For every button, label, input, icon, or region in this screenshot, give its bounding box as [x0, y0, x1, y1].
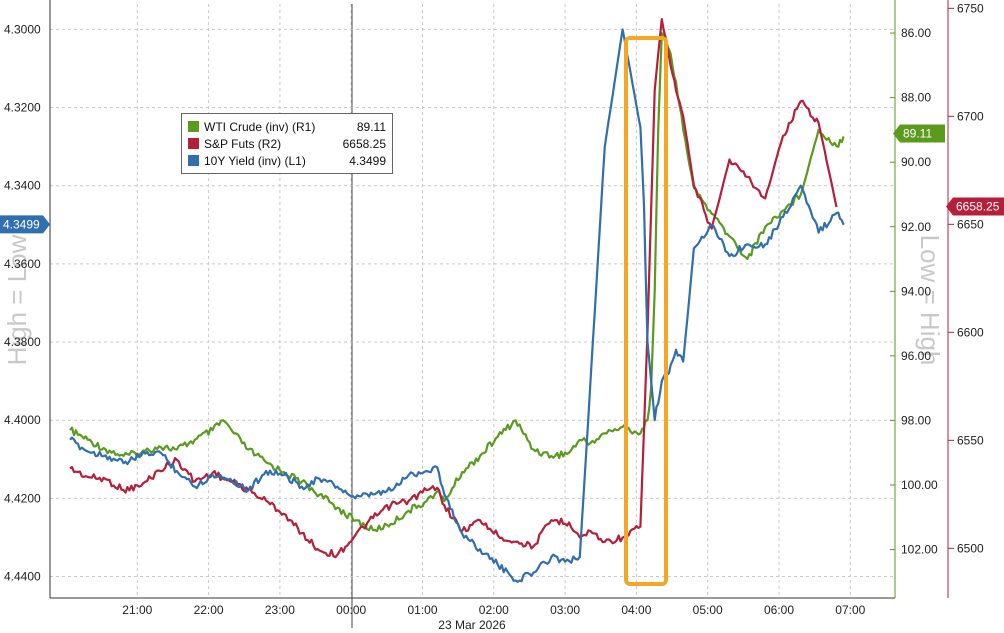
date-label: 23 Mar 2026: [438, 618, 506, 632]
right-1-tick-label: 92.00: [901, 220, 931, 234]
left-tick-label: 4.3200: [4, 101, 41, 115]
x-tick-label: 05:00: [693, 603, 723, 617]
legend-value-spx: 6658.25: [342, 136, 386, 151]
right-2-tick-label: 6750: [957, 1, 984, 15]
x-tick-label: 01:00: [407, 603, 437, 617]
left-tick-label: 4.3800: [4, 335, 41, 349]
right-1-tick-label: 98.00: [901, 413, 931, 427]
legend-value-wti: 89.11: [356, 119, 386, 134]
right-1-tick-label: 96.00: [901, 349, 931, 363]
left-value-badge-bg: [0, 215, 50, 234]
series-line-0: [69, 31, 845, 533]
left-tick-label: 4.4200: [4, 491, 41, 505]
legend-name-yield: 10Y Yield (inv) (L1): [204, 153, 306, 168]
legend-swatch-yield: [188, 155, 199, 166]
x-tick-label: 03:00: [550, 603, 580, 617]
x-tick-label: 00:00: [336, 603, 366, 617]
left-tick-label: 4.3400: [4, 179, 41, 193]
legend-swatch-wti: [188, 121, 199, 132]
right-1-tick-label: 90.00: [901, 155, 931, 169]
left-watermark: High = Low: [2, 234, 32, 365]
x-tick-label: 02:00: [479, 603, 509, 617]
legend-entry-wti: WTI Crude (inv) (R1) 89.11: [188, 118, 386, 135]
left-value-badge: 4.3499: [3, 217, 40, 231]
right-2-tick-label: 6500: [957, 541, 984, 555]
legend-value-yield: 4.3499: [349, 153, 386, 168]
left-tick-label: 4.4400: [4, 570, 41, 584]
legend-swatch-spx: [188, 138, 199, 149]
x-tick-label: 04:00: [621, 603, 651, 617]
legend-entry-spx: S&P Futs (R2) 6658.25: [188, 135, 386, 152]
right-2-tick-label: 6700: [957, 109, 984, 123]
spx-value-badge: 6658.25: [956, 200, 1000, 214]
spx-value-badge-bg: [946, 197, 1004, 216]
legend-name-wti: WTI Crude (inv) (R1): [204, 119, 316, 134]
series-layer: [69, 18, 845, 583]
right-2-tick-label: 6550: [957, 433, 984, 447]
right-watermark: Low = High: [915, 235, 945, 366]
wti-value-badge: 89.11: [903, 126, 932, 140]
legend: WTI Crude (inv) (R1) 89.11 S&P Futs (R2)…: [181, 113, 393, 174]
right-1-tick-label: 100.00: [901, 478, 938, 492]
watermarks: High = Low Low = High: [2, 234, 945, 365]
grid: [50, 4, 895, 628]
series-line-2: [69, 28, 845, 583]
right-2-tick-label: 6600: [957, 325, 984, 339]
value-badges: 4.3499 89.11 6658.25: [0, 124, 1004, 234]
axes: 21:00 22:00 23:00 00:00 01:00 02:00 03:00 04:00…: [4, 0, 984, 632]
right-2-tick-label: 6650: [957, 217, 984, 231]
wti-value-badge-bg: [893, 124, 945, 143]
left-tick-label: 4.4000: [4, 413, 41, 427]
highlight-rect: [624, 36, 668, 586]
highlight-box: [624, 36, 668, 586]
right-1-tick-label: 86.00: [901, 26, 931, 40]
legend-entry-yield: 10Y Yield (inv) (L1) 4.3499: [188, 152, 386, 169]
x-tick-label: 22:00: [194, 603, 224, 617]
x-tick-label: 07:00: [835, 603, 865, 617]
x-tick-label: 21:00: [122, 603, 152, 617]
left-tick-label: 4.3000: [4, 22, 41, 36]
right-1-tick-label: 102.00: [901, 543, 938, 557]
legend-name-spx: S&P Futs (R2): [204, 136, 282, 151]
x-tick-label: 23:00: [265, 603, 295, 617]
x-tick-label: 06:00: [764, 603, 794, 617]
right-1-tick-label: 88.00: [901, 91, 931, 105]
left-tick-label: 4.3600: [4, 257, 41, 271]
right-1-tick-label: 94.00: [901, 284, 931, 298]
